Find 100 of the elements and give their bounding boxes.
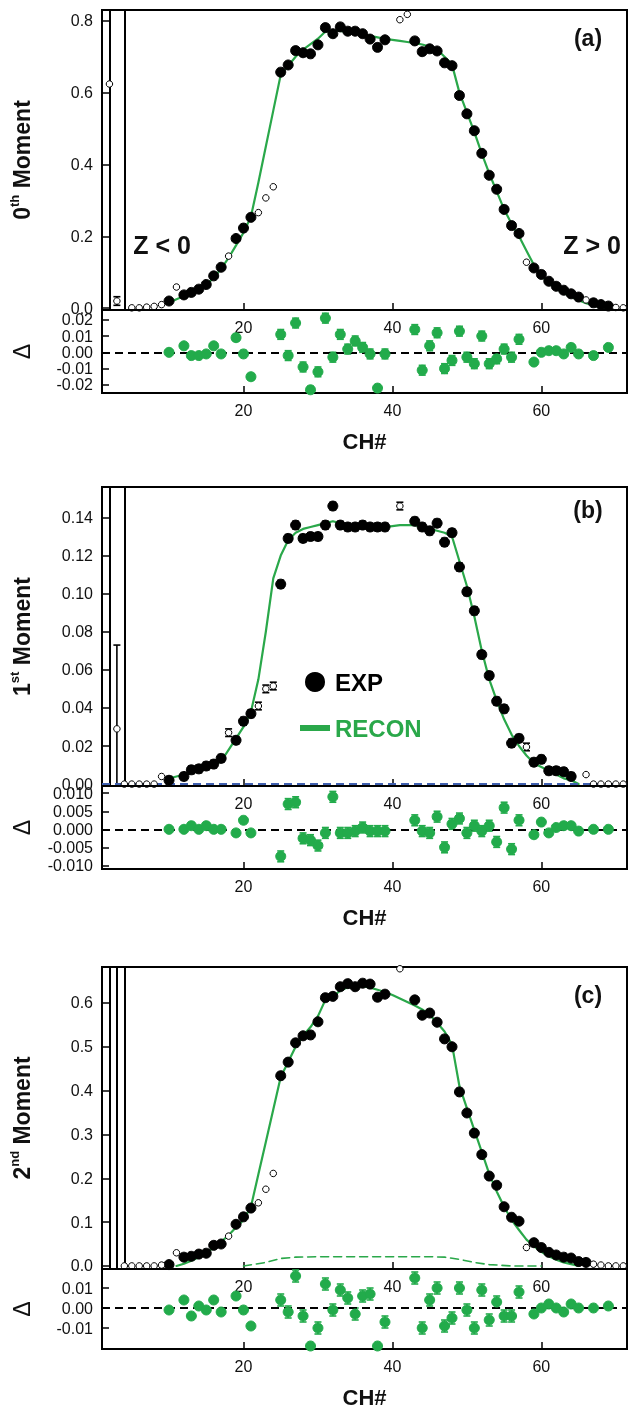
legend-label: EXP [335,668,384,696]
point [245,211,257,223]
point [498,1201,510,1213]
y-axis-title: 2nd Moment [7,1056,35,1180]
y-tick-label: 0.00 [61,343,94,361]
y-tick-label: 0.01 [61,327,94,345]
x-tick-label: 20 [234,794,253,812]
point [588,823,599,835]
y-tick-label: -0.01 [56,360,94,378]
point [200,278,212,290]
point [193,283,205,295]
x-tick-label: 60 [532,877,551,895]
point [290,1037,302,1049]
x-axis-title: CH# [342,1384,387,1410]
x-axis-title: CH# [342,904,387,930]
y-tick-label: 0.005 [52,802,94,820]
point [282,59,294,71]
point [476,147,488,159]
point [528,829,540,841]
line-series [242,1255,543,1267]
point [113,725,121,733]
point [312,1016,324,1028]
legend-label: RECON [335,714,422,742]
x-tick-label: 20 [234,1277,253,1295]
point [245,827,257,839]
x-tick-label: 40 [383,1277,402,1295]
point [305,1340,317,1352]
point [431,1016,443,1028]
point [157,300,166,309]
point [230,233,242,244]
x-tick-label: 60 [532,1357,551,1375]
point [513,227,525,239]
point [215,1238,227,1250]
y-tick-label: 0.000 [52,820,94,838]
x-tick-label: 60 [532,401,551,419]
point [573,825,585,837]
point [230,1218,242,1230]
point [105,80,114,88]
point [528,262,540,274]
point [543,275,555,287]
y-tick-label: 0.08 [61,623,94,641]
point [238,348,249,360]
point [282,1056,294,1068]
point [319,22,331,34]
point [157,1261,166,1269]
point [163,823,175,835]
y-tick-label: 0.02 [61,737,94,755]
point [453,90,465,102]
point [208,270,220,282]
point [535,268,547,280]
y-tick-label: 0.6 [70,994,94,1012]
x-tick-label: 40 [383,794,402,812]
point [372,1340,384,1352]
point [208,340,220,352]
x-tick-label: 40 [383,318,402,336]
x-tick-label: 60 [532,794,551,812]
point [535,1302,547,1314]
point [230,1290,242,1302]
point [269,183,278,191]
point [275,1070,287,1082]
point [573,291,585,303]
point [163,346,175,358]
point [224,252,233,260]
point [588,350,599,362]
point [379,988,391,1000]
point [403,10,412,19]
point [305,1029,317,1041]
point [535,816,547,828]
point [446,1041,458,1053]
point [602,1300,614,1312]
point [185,1310,197,1322]
y-tick-label: 0.2 [70,227,94,245]
point [565,341,577,353]
point [200,348,212,360]
point [573,348,585,360]
annotation: Z < 0 [133,231,191,259]
point [172,1249,181,1257]
point [543,827,555,839]
point [446,60,458,72]
point [163,1304,175,1316]
y-tick-label: -0.01 [56,1319,94,1337]
point [254,208,263,217]
y-axis-title: Δ [9,343,35,360]
point [334,21,346,33]
point [602,823,614,835]
point [396,15,404,24]
point [238,814,249,826]
point [431,45,443,57]
y-axis-title: 1st Moment [7,576,35,696]
point [200,1304,212,1316]
point [396,965,404,973]
point [483,169,495,181]
point [453,1086,465,1098]
point [172,283,181,291]
point [238,222,249,234]
point [178,1294,190,1306]
point [588,1302,599,1314]
point [230,827,242,839]
y-tick-label: 0.12 [61,547,94,565]
point [262,1185,270,1193]
